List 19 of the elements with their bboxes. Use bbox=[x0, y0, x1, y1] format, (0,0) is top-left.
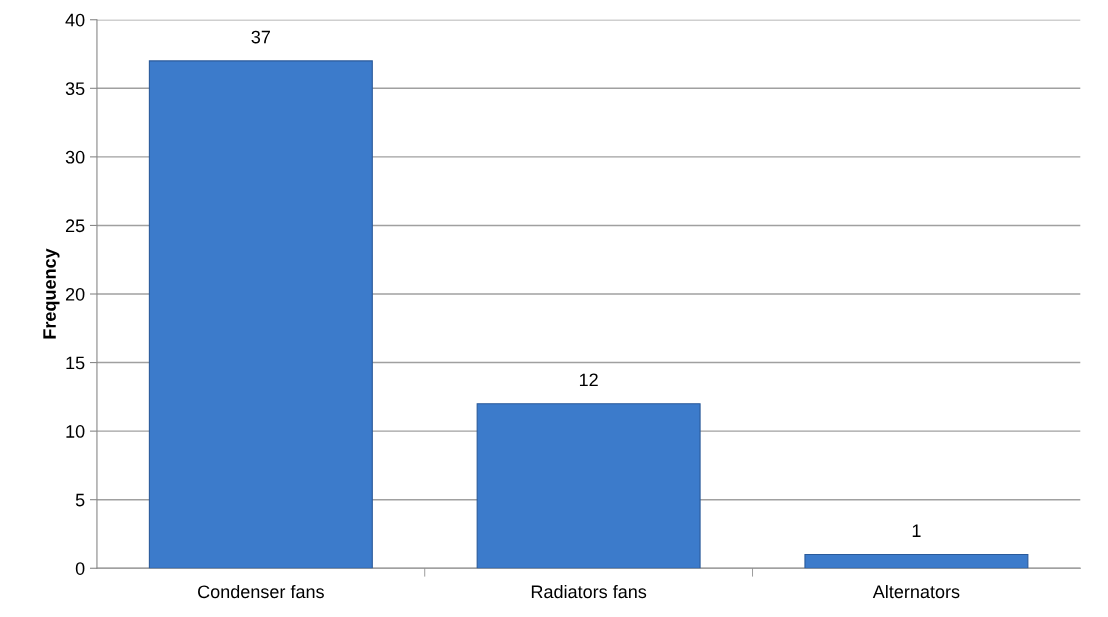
y-tick-label: 20 bbox=[65, 287, 85, 301]
x-tick-label: Condenser fans bbox=[198, 584, 324, 599]
y-tick-label: 5 bbox=[75, 493, 85, 507]
data-label: 37 bbox=[251, 30, 270, 44]
bar bbox=[804, 553, 1029, 569]
y-tick-label: 15 bbox=[66, 356, 85, 370]
data-label: 12 bbox=[579, 373, 598, 387]
y-tick-label: 25 bbox=[65, 219, 85, 233]
y-tick-label: 40 bbox=[65, 13, 85, 27]
y-tick-label: 10 bbox=[66, 425, 85, 438]
y-axis-title: Frequency bbox=[43, 248, 60, 339]
y-tick-label: 0 bbox=[75, 562, 85, 575]
bar bbox=[148, 60, 373, 569]
data-label: 1 bbox=[912, 524, 921, 537]
x-tick-label: Radiators fans bbox=[531, 584, 647, 599]
y-tick-label: 30 bbox=[65, 150, 85, 164]
x-tick-label: Alternators bbox=[872, 584, 960, 599]
y-tick-label: 35 bbox=[65, 82, 85, 96]
bar bbox=[476, 403, 701, 569]
